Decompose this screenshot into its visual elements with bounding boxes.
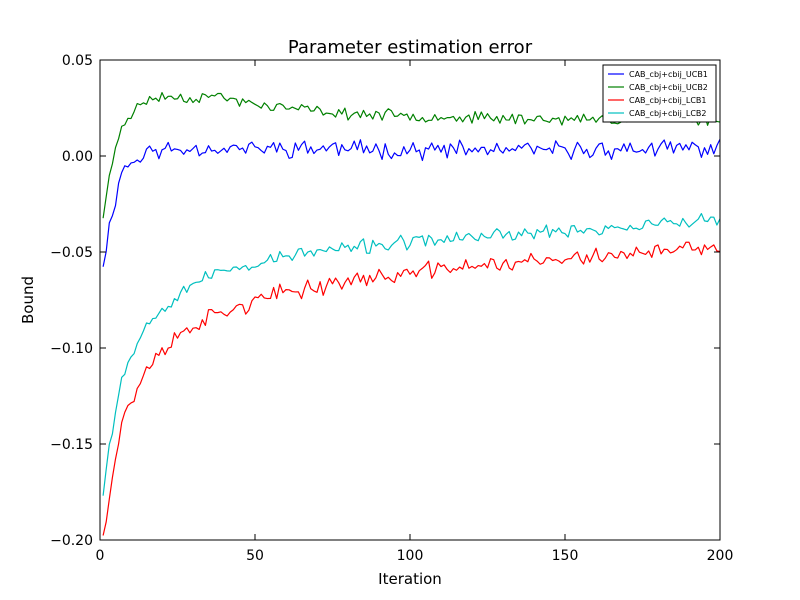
series-line-2	[102, 91, 721, 219]
series-line-4	[102, 212, 721, 496]
plot-area	[102, 91, 721, 536]
x-tick-label: 200	[707, 548, 734, 564]
y-tick-label: −0.10	[50, 341, 93, 357]
series-line-3	[102, 241, 721, 536]
axes: 0 50 100 150 200 −0.20 −0.15 −0.10 −0.05 0.00 0.05	[50, 53, 733, 564]
chart-title: Parameter estimation error	[288, 37, 533, 58]
legend-label-1: CAB_cbj+cbij_UCB1	[629, 70, 708, 79]
legend-label-3: CAB_cbj+cbij_LCB1	[629, 96, 707, 105]
series-line-1	[102, 139, 721, 267]
y-axis-label: Bound	[19, 276, 37, 324]
y-tick-label: 0.00	[62, 149, 93, 165]
legend: CAB_cbj+cbij_UCB1 CAB_cbj+cbij_UCB2 CAB_cb…	[602, 64, 717, 123]
y-tick-label: 0.05	[62, 53, 93, 69]
y-tick-label: −0.15	[50, 437, 93, 453]
y-tick-label: −0.20	[50, 533, 93, 549]
x-tick-label: 100	[397, 548, 424, 564]
x-tick-label: 0	[96, 548, 105, 564]
x-tick-label: 150	[552, 548, 579, 564]
legend-label-4: CAB_cbj+cbij_LCB2	[629, 109, 707, 118]
legend-label-2: CAB_cbj+cbij_UCB2	[629, 83, 708, 92]
x-axis-label: Iteration	[378, 570, 442, 588]
x-tick-label: 50	[246, 548, 264, 564]
y-tick-label: −0.05	[50, 245, 93, 261]
